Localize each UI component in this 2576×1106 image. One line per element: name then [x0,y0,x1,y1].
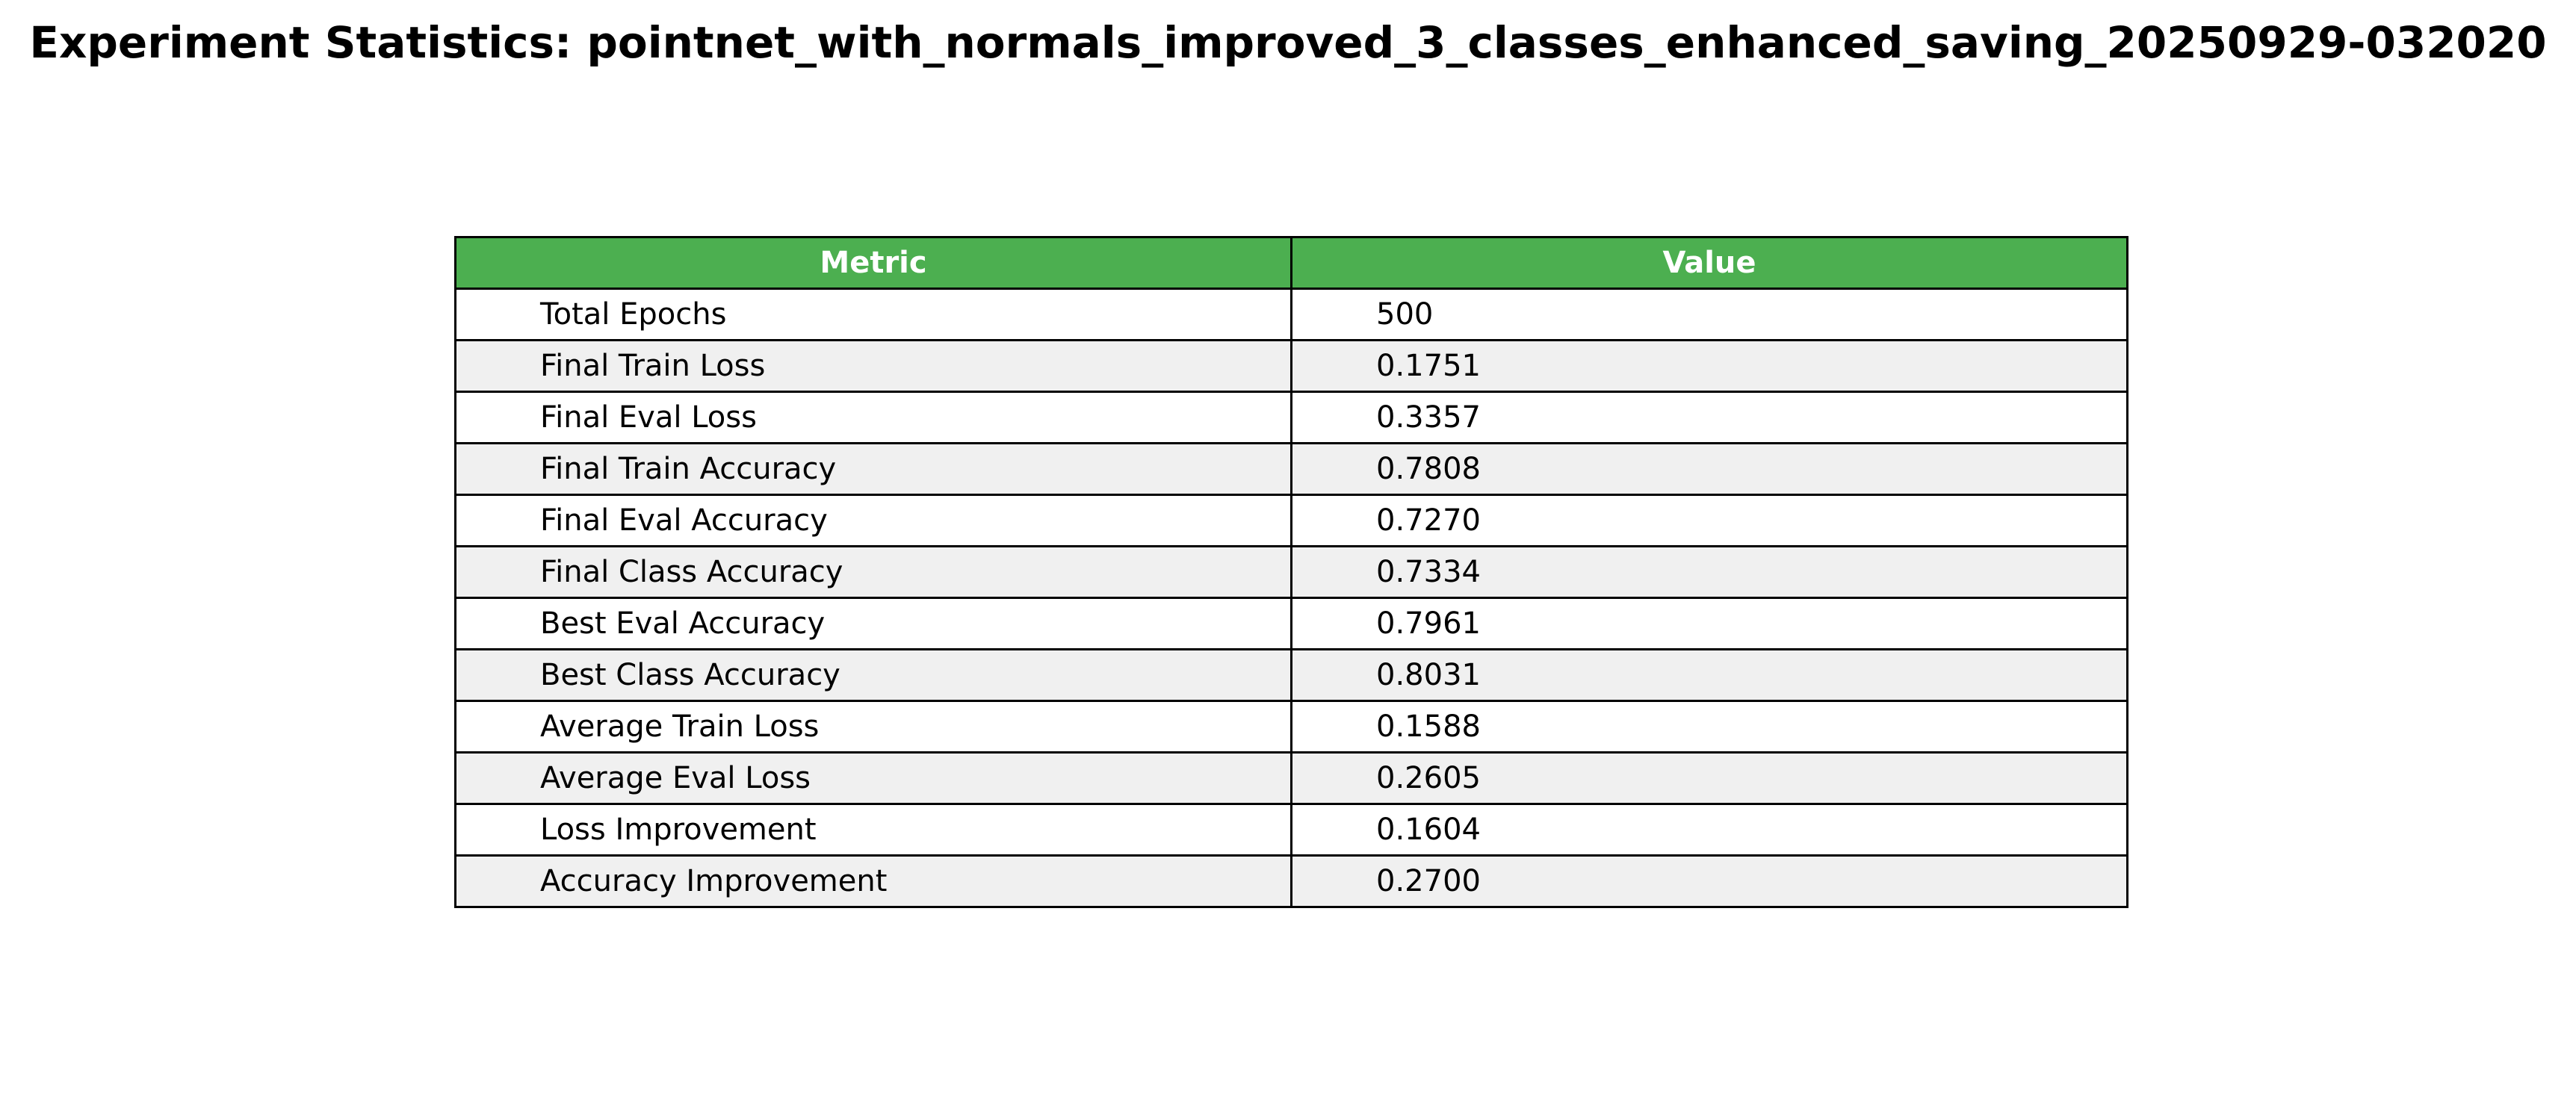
table-row: Average Eval Loss 0.2605 [454,751,2128,805]
metric-cell: Final Eval Accuracy [454,494,1292,547]
table-row: Loss Improvement 0.1604 [454,803,2128,857]
value-cell: 0.1588 [1290,700,2128,754]
metric-cell: Final Train Loss [454,339,1292,393]
metric-cell: Accuracy Improvement [454,854,1292,908]
metric-cell: Loss Improvement [454,803,1292,857]
table-row: Final Eval Accuracy 0.7270 [454,494,2128,547]
header-value: Value [1290,236,2128,290]
value-cell: 0.7270 [1290,494,2128,547]
value-cell: 0.7808 [1290,442,2128,496]
value-cell: 0.3357 [1290,391,2128,444]
value-cell: 500 [1290,288,2128,341]
value-cell: 0.2700 [1290,854,2128,908]
chart-title: Experiment Statistics: pointnet_with_nor… [29,17,2547,68]
table-row: Final Train Loss 0.1751 [454,339,2128,393]
value-cell: 0.1604 [1290,803,2128,857]
metric-cell: Total Epochs [454,288,1292,341]
table-row: Accuracy Improvement 0.2700 [454,854,2128,908]
value-cell: 0.1751 [1290,339,2128,393]
value-cell: 0.2605 [1290,751,2128,805]
value-cell: 0.7961 [1290,597,2128,650]
metric-cell: Best Eval Accuracy [454,597,1292,650]
metric-cell: Final Train Accuracy [454,442,1292,496]
metric-cell: Best Class Accuracy [454,648,1292,702]
table-header-row: Metric Value [454,236,2128,290]
table-row: Average Train Loss 0.1588 [454,700,2128,754]
table-row: Best Class Accuracy 0.8031 [454,648,2128,702]
metric-cell: Average Train Loss [454,700,1292,754]
value-cell: 0.7334 [1290,545,2128,599]
table-row: Final Train Accuracy 0.7808 [454,442,2128,496]
table-body: Total Epochs 500 Final Train Loss 0.1751 Fin… [454,288,2128,908]
metric-cell: Final Class Accuracy [454,545,1292,599]
statistics-table: Metric Value Total Epochs 500 Final Train … [454,236,2128,908]
table-row: Best Eval Accuracy 0.7961 [454,597,2128,650]
table-row: Total Epochs 500 [454,288,2128,341]
table-row: Final Class Accuracy 0.7334 [454,545,2128,599]
table-row: Final Eval Loss 0.3357 [454,391,2128,444]
value-cell: 0.8031 [1290,648,2128,702]
metric-cell: Final Eval Loss [454,391,1292,444]
metric-cell: Average Eval Loss [454,751,1292,805]
header-metric: Metric [454,236,1292,290]
